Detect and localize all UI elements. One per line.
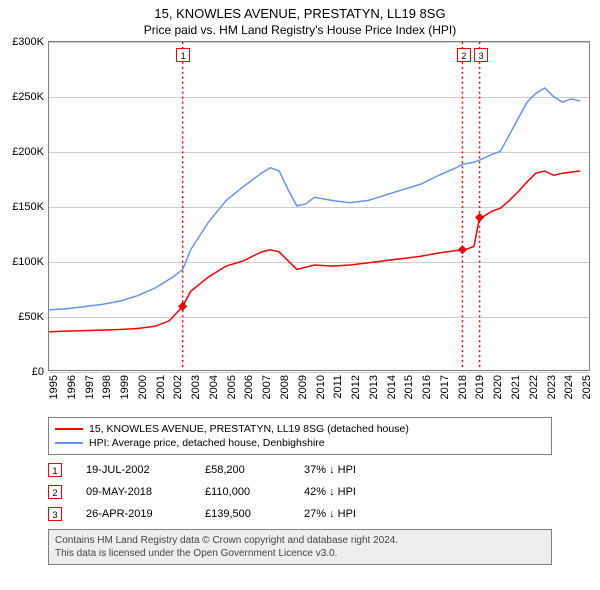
- x-tick-label: 2017: [439, 375, 451, 399]
- marker-pct: 27% ↓ HPI: [304, 508, 394, 520]
- marker-row: 3 26-APR-2019 £139,500 27% ↓ HPI: [48, 503, 552, 525]
- marker-pct: 37% ↓ HPI: [304, 464, 394, 476]
- x-tick-label: 2014: [386, 375, 398, 399]
- x-tick-label: 2007: [261, 375, 273, 399]
- event-marker-box: 3: [474, 48, 488, 62]
- x-tick-label: 1999: [119, 375, 131, 399]
- legend-label: 15, KNOWLES AVENUE, PRESTATYN, LL19 8SG …: [89, 423, 409, 435]
- x-tick-label: 1996: [66, 375, 78, 399]
- x-tick-label: 2011: [332, 375, 344, 399]
- x-tick-label: 2021: [510, 375, 522, 399]
- sale-marker-icon: [458, 245, 467, 254]
- marker-pct: 42% ↓ HPI: [304, 486, 394, 498]
- y-tick-label: £300K: [12, 36, 44, 48]
- x-tick-label: 2016: [421, 375, 433, 399]
- x-tick-label: 2000: [137, 375, 149, 399]
- markers-table: 1 19-JUL-2002 £58,200 37% ↓ HPI 2 09-MAY-2018…: [48, 459, 552, 525]
- event-marker-box: 1: [176, 48, 190, 62]
- x-axis: 1995 1996 1997 1998 1999 2000 2001 2002 2003 2004…: [48, 371, 590, 411]
- y-tick-label: £100K: [12, 256, 44, 268]
- marker-price: £58,200: [205, 464, 280, 476]
- legend-row: 15, KNOWLES AVENUE, PRESTATYN, LL19 8SG …: [55, 422, 545, 436]
- marker-num-box: 1: [48, 463, 62, 477]
- x-tick-label: 2020: [492, 375, 504, 399]
- marker-date: 09-MAY-2018: [86, 486, 181, 498]
- x-tick-label: 2003: [190, 375, 202, 399]
- marker-row: 1 19-JUL-2002 £58,200 37% ↓ HPI: [48, 459, 552, 481]
- marker-date: 19-JUL-2002: [86, 464, 181, 476]
- x-tick-label: 1998: [101, 375, 113, 399]
- event-marker-box: 2: [457, 48, 471, 62]
- y-tick-label: £250K: [12, 91, 44, 103]
- y-tick-label: £150K: [12, 201, 44, 213]
- series-line-property: [49, 171, 580, 332]
- x-tick-label: 2018: [457, 375, 469, 399]
- x-tick-label: 2008: [279, 375, 291, 399]
- x-tick-label: 2002: [172, 375, 184, 399]
- x-tick-label: 2025: [581, 375, 593, 399]
- marker-price: £139,500: [205, 508, 280, 520]
- series-line-hpi: [49, 88, 580, 310]
- footer-attribution: Contains HM Land Registry data © Crown c…: [48, 529, 552, 565]
- x-tick-label: 2022: [528, 375, 540, 399]
- legend-swatch: [55, 428, 83, 430]
- chart-plot-area: 1 23: [48, 41, 590, 371]
- x-tick-label: 2012: [350, 375, 362, 399]
- x-tick-label: 2024: [563, 375, 575, 399]
- chart-container: 15, KNOWLES AVENUE, PRESTATYN, LL19 8SG …: [0, 0, 600, 590]
- marker-num-box: 2: [48, 485, 62, 499]
- legend-row: HPI: Average price, detached house, Denb…: [55, 436, 545, 450]
- footer-line1: Contains HM Land Registry data © Crown c…: [55, 534, 545, 547]
- marker-num-box: 3: [48, 507, 62, 521]
- y-axis: £0£50K£100K£150K£200K£250K£300K: [0, 42, 48, 372]
- x-tick-label: 2023: [546, 375, 558, 399]
- legend-swatch: [55, 442, 83, 444]
- chart-subtitle: Price paid vs. HM Land Registry's House …: [0, 21, 600, 41]
- x-tick-label: 1997: [84, 375, 96, 399]
- x-tick-label: 2015: [403, 375, 415, 399]
- y-tick-label: £50K: [18, 311, 44, 323]
- marker-date: 26-APR-2019: [86, 508, 181, 520]
- x-tick-label: 2005: [226, 375, 238, 399]
- legend-label: HPI: Average price, detached house, Denb…: [89, 437, 325, 449]
- x-tick-label: 1995: [48, 375, 60, 399]
- legend: 15, KNOWLES AVENUE, PRESTATYN, LL19 8SG …: [48, 417, 552, 455]
- chart-title: 15, KNOWLES AVENUE, PRESTATYN, LL19 8SG: [0, 0, 600, 21]
- plot-svg: [49, 42, 589, 370]
- y-tick-label: £200K: [12, 146, 44, 158]
- x-tick-label: 2006: [243, 375, 255, 399]
- x-tick-label: 2009: [297, 375, 309, 399]
- x-tick-label: 2019: [474, 375, 486, 399]
- y-tick-label: £0: [32, 366, 44, 378]
- x-tick-label: 2013: [368, 375, 380, 399]
- marker-price: £110,000: [205, 486, 280, 498]
- x-tick-label: 2010: [315, 375, 327, 399]
- marker-row: 2 09-MAY-2018 £110,000 42% ↓ HPI: [48, 481, 552, 503]
- x-tick-label: 2001: [155, 375, 167, 399]
- footer-line2: This data is licensed under the Open Gov…: [55, 547, 545, 560]
- sale-marker-icon: [475, 213, 484, 222]
- x-tick-label: 2004: [208, 375, 220, 399]
